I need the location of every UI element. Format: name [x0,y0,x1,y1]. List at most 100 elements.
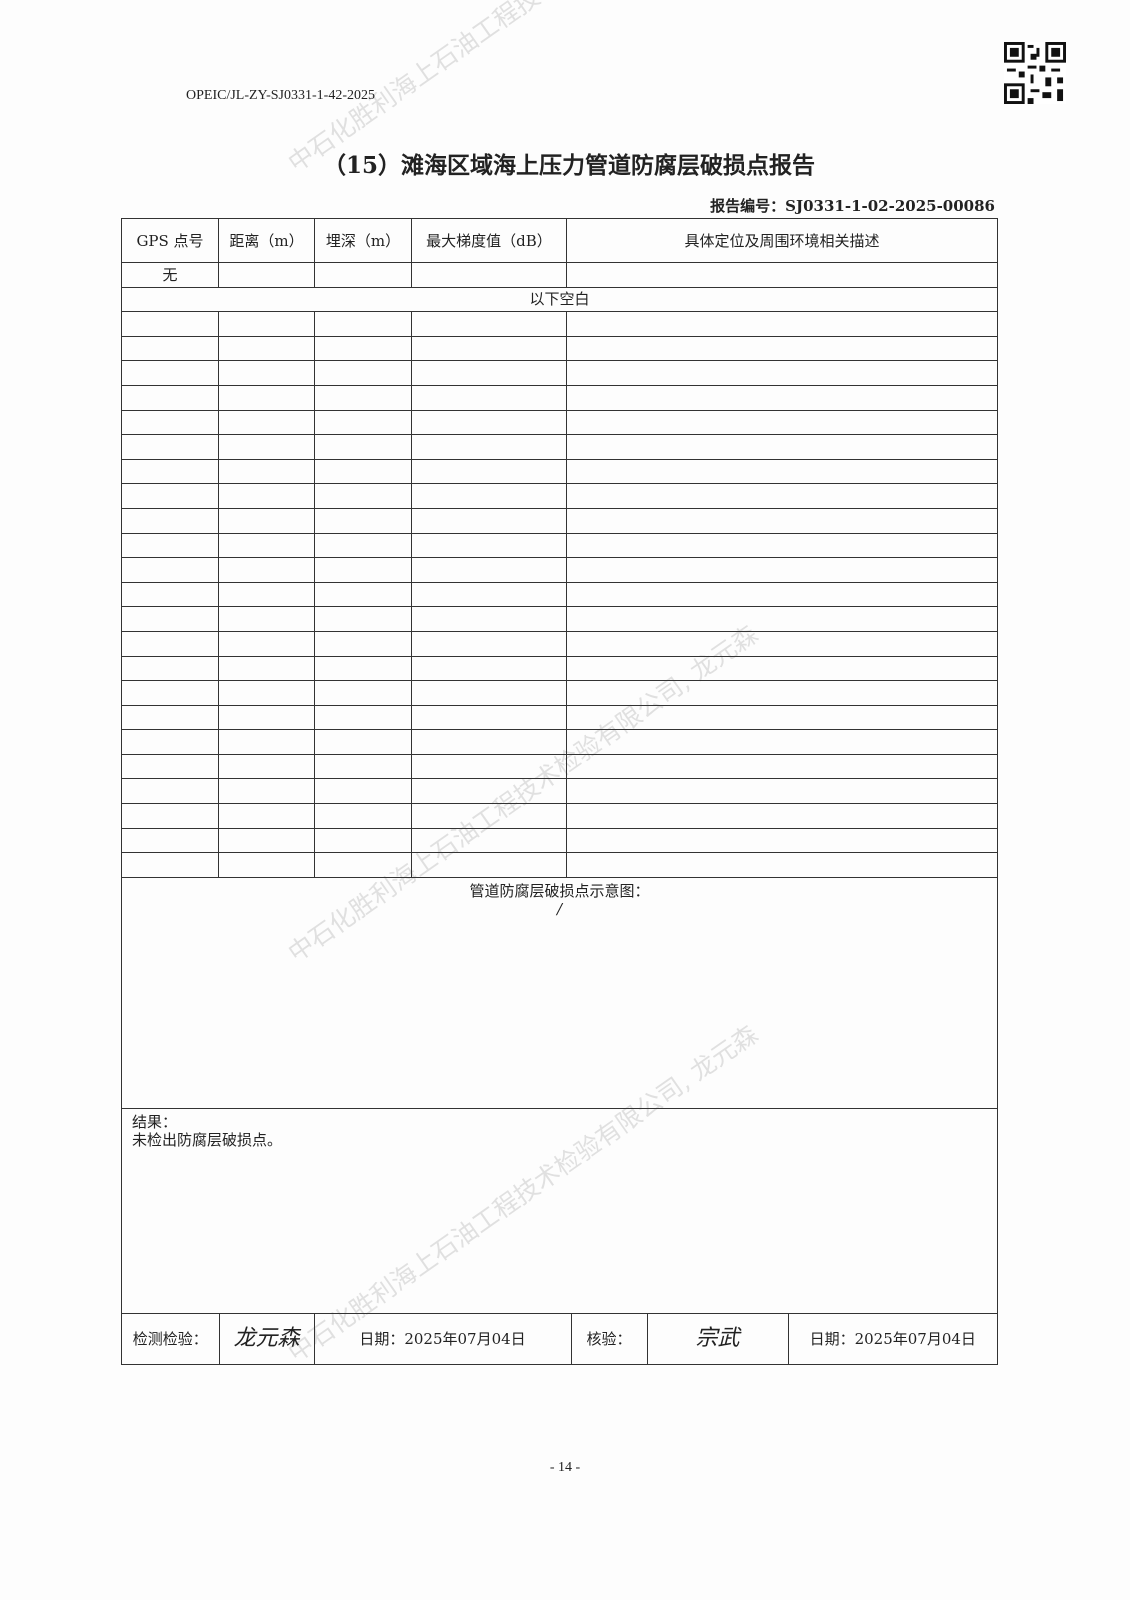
table-row [121,704,998,731]
table-row [121,655,998,682]
table-cell [314,827,412,854]
table-row [121,532,998,559]
table-cell [218,335,315,362]
table-cell [566,704,998,731]
defect-table: GPS 点号 距离（m） 埋深（m） 最大梯度值（dB） 具体定位及周围环境相关… [121,218,998,1365]
inspection-date: 日期：2025年07月04日 [314,1313,572,1364]
table-cell [566,630,998,657]
table-cell [566,778,998,805]
column-header: 具体定位及周围环境相关描述 [566,218,998,263]
reviewer-label: 核验： [571,1313,648,1364]
table-cell [314,434,412,460]
table-cell [121,680,219,706]
table-cell [314,262,412,288]
table-cell [121,532,219,559]
table-cell [218,753,315,780]
table-cell [411,630,567,657]
table-cell [411,335,567,362]
table-row: 无 [121,262,998,288]
table-cell [218,360,315,386]
table-cell [218,409,315,436]
table-cell [121,384,219,411]
table-cell [566,311,998,337]
table-cell [121,803,219,829]
table-cell [566,680,998,706]
table-row [121,458,998,485]
table-cell [218,384,315,411]
column-header: 埋深（m） [314,218,412,263]
table-cell [218,434,315,460]
qr-code-icon [1004,42,1066,104]
review-date: 日期：2025年07月04日 [809,1329,976,1348]
table-cell [411,532,567,559]
table-row [121,384,998,411]
signoff-row: 检测检验： 龙元森 日期：2025年07月04日 核验： 宗武 日期：2025年… [121,1312,998,1365]
table-cell [566,434,998,460]
table-cell [218,680,315,706]
table-cell [121,630,219,657]
table-cell [314,606,412,632]
blank-note: 以下空白 [121,286,998,313]
table-cell [411,852,567,878]
table-header-row: GPS 点号 距离（m） 埋深（m） 最大梯度值（dB） 具体定位及周围环境相关… [121,218,998,263]
table-cell [121,778,219,805]
table-cell [218,581,315,608]
table-cell [566,483,998,509]
reviewer-signature: 宗武 [647,1313,789,1364]
schematic-label: 管道防腐层破损点示意图： [469,881,650,900]
table-cell [218,729,315,755]
table-cell [218,704,315,731]
table-cell [121,581,219,608]
table-cell [411,311,567,337]
inspector-label: 检测检验： [122,1313,220,1364]
table-cell [566,384,998,411]
page-number: - 14 - [549,1460,581,1475]
table-cell [314,581,412,608]
table-cell [566,557,998,583]
table-cell [411,581,567,608]
table-cell [314,483,412,509]
table-row [121,606,998,632]
table-cell [218,852,315,878]
table-cell [218,557,315,583]
result-row: 结果： 未检出防腐层破损点。 [121,1107,998,1314]
table-cell [411,384,567,411]
table-cell [121,458,219,485]
table-cell [411,803,567,829]
table-row [121,729,998,755]
table-cell [218,262,315,288]
table-row [121,803,998,829]
table-row [121,753,998,780]
table-row [121,507,998,534]
table-row [121,311,998,337]
table-cell [218,630,315,657]
table-cell [566,803,998,829]
schematic-value: / [556,899,563,918]
table-cell [218,483,315,509]
table-cell [566,852,998,878]
table-cell [314,360,412,386]
table-cell [121,311,219,337]
table-cell [218,655,315,682]
table-cell [121,360,219,386]
table-cell [314,507,412,534]
table-cell [411,507,567,534]
table-row [121,335,998,362]
table-cell [566,507,998,534]
table-cell [218,507,315,534]
table-cell [121,729,219,755]
table-cell [218,778,315,805]
table-cell [314,655,412,682]
table-cell [218,458,315,485]
table-cell [121,852,219,878]
report-number: 报告编号：SJ0331-1-02-2025-00086 [710,197,995,215]
table-cell [218,827,315,854]
blank-note-row: 以下空白 [121,286,998,313]
table-cell [314,803,412,829]
table-cell [566,729,998,755]
table-cell [314,335,412,362]
table-cell [411,434,567,460]
table-cell [411,680,567,706]
inspector-signature: 龙元森 [219,1313,315,1364]
